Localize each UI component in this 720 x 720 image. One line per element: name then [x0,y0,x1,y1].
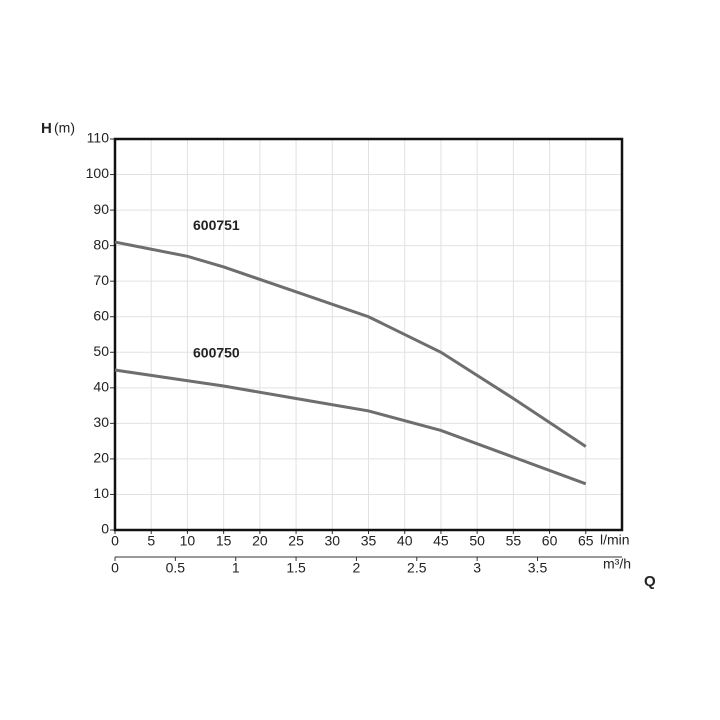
y-label: H [41,120,52,137]
x2-tick-label: 2.5 [407,560,427,576]
y-tick-label: 10 [93,485,109,501]
y-tick-label: 50 [93,343,109,359]
x-tick-label: 25 [288,533,304,549]
y-tick-label: 0 [101,521,109,537]
y-tick-label: 60 [93,307,109,323]
plot-frame [113,137,624,532]
y-unit: (m) [54,120,75,136]
x2-tick-label: 2 [353,560,361,576]
x-tick-label: 15 [216,533,232,549]
line [114,240,587,448]
y-tick-label: 110 [87,130,110,146]
x2-tick-label: 1.5 [286,560,306,576]
x2-tick-label: 1 [232,560,240,576]
x-tick-label: 30 [324,533,340,549]
x-tick-label: 60 [542,533,558,549]
y-tick-label: 80 [93,236,109,252]
x-unit: l/min [600,532,630,548]
x-tick-label: 55 [506,533,522,549]
y-tick-label: 70 [93,272,109,288]
x2-unit: m³/h [603,556,631,572]
line [114,368,587,486]
x2-tick-label: 0.5 [166,560,186,576]
x-tick-label: 50 [469,533,485,549]
x-tick-label: 65 [578,533,594,549]
x-tick-label: 35 [361,533,377,549]
x-tick-label: 10 [180,533,196,549]
x-tick-label: 0 [111,533,119,549]
y-tick-label: 20 [93,450,109,466]
y-tick-label: 30 [93,414,109,430]
x-tick-label: 5 [147,533,155,549]
y-tick-label: 100 [86,165,110,181]
x2-tick-label: 3 [473,560,481,576]
series-label: 600751 [193,217,240,233]
y-tick-label: 90 [93,201,109,217]
series-label: 600750 [193,345,240,361]
x-tick-label: 20 [252,533,268,549]
x-tick-label: 40 [397,533,413,549]
x2-tick-label: 0 [111,560,119,576]
x-tick-label: 45 [433,533,449,549]
x2-tick-label: 3.5 [528,560,548,576]
y-tick-label: 40 [93,379,109,395]
x-label: Q [644,573,656,590]
